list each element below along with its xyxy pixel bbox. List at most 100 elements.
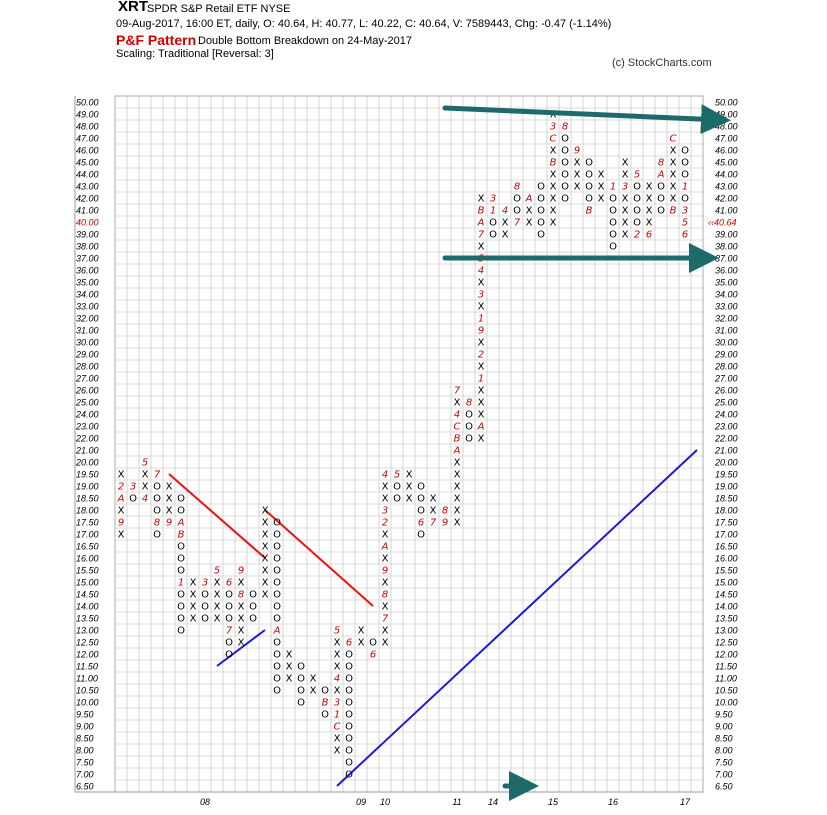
o-box: O bbox=[681, 146, 689, 157]
o-box: O bbox=[153, 506, 161, 517]
y-tick-label-right: 42.00 bbox=[715, 194, 738, 204]
month-marker: 2 bbox=[118, 482, 124, 493]
x-box: X bbox=[550, 206, 557, 217]
y-tick-label-right: 14.00 bbox=[715, 602, 738, 612]
y-tick-label-right: 29.00 bbox=[714, 350, 738, 360]
o-box: O bbox=[273, 602, 281, 613]
x-box: X bbox=[622, 158, 629, 169]
y-tick-label: 10.50 bbox=[76, 686, 99, 696]
o-box: O bbox=[585, 182, 593, 193]
y-tick-label: 8.00 bbox=[76, 746, 94, 756]
y-tick-label: 13.50 bbox=[76, 614, 99, 624]
y-tick-label: 19.00 bbox=[76, 482, 99, 492]
y-tick-label-right: 37.00 bbox=[715, 254, 738, 264]
o-box: O bbox=[273, 542, 281, 553]
month-marker: C bbox=[550, 134, 557, 145]
month-marker: 8 bbox=[658, 158, 664, 169]
y-tick-label-right: 16.50 bbox=[715, 542, 738, 552]
o-box: O bbox=[561, 194, 569, 205]
month-marker: 1 bbox=[478, 314, 484, 325]
month-marker: 2 bbox=[382, 518, 388, 529]
y-tick-label-right: 8.50 bbox=[715, 734, 733, 744]
x-box: X bbox=[262, 590, 269, 601]
x-box: X bbox=[670, 170, 677, 181]
x-box: X bbox=[622, 218, 629, 229]
x-box: X bbox=[382, 602, 389, 613]
o-box: O bbox=[417, 482, 425, 493]
x-box: X bbox=[286, 650, 293, 661]
x-box: X bbox=[526, 218, 533, 229]
y-tick-label: 17.50 bbox=[76, 518, 99, 528]
o-box: O bbox=[537, 182, 545, 193]
y-tick-label-right: 22.00 bbox=[714, 434, 738, 444]
y-tick-label: 45.00 bbox=[76, 158, 99, 168]
y-tick-label-right: 12.50 bbox=[715, 638, 738, 648]
x-box: X bbox=[478, 398, 485, 409]
o-box: O bbox=[465, 434, 473, 445]
x-box: X bbox=[478, 386, 485, 397]
o-box: O bbox=[561, 134, 569, 145]
x-box: X bbox=[262, 578, 269, 589]
x-box: X bbox=[598, 182, 605, 193]
x-box: X bbox=[670, 158, 677, 169]
x-box: X bbox=[382, 554, 389, 565]
month-marker: 3 bbox=[490, 194, 496, 205]
o-box: O bbox=[561, 182, 569, 193]
o-box: O bbox=[681, 194, 689, 205]
o-box: O bbox=[153, 482, 161, 493]
month-marker: 3 bbox=[334, 698, 340, 709]
y-tick-label-right: 19.00 bbox=[715, 482, 738, 492]
o-box: O bbox=[273, 614, 281, 625]
month-marker: 1 bbox=[610, 182, 616, 193]
y-tick-label-right: 9.00 bbox=[715, 722, 733, 732]
month-marker: 7 bbox=[226, 626, 233, 637]
month-marker: 3 bbox=[130, 482, 136, 493]
o-box: O bbox=[225, 638, 233, 649]
month-marker: 4 bbox=[142, 494, 148, 505]
x-box: X bbox=[598, 170, 605, 181]
x-box: X bbox=[502, 230, 509, 241]
trendlines bbox=[168, 449, 698, 787]
x-box: X bbox=[142, 470, 149, 481]
month-marker: 9 bbox=[574, 146, 580, 157]
month-marker: 1 bbox=[178, 578, 184, 589]
y-tick-label-right: 32.00 bbox=[715, 314, 738, 324]
x-box: X bbox=[310, 674, 317, 685]
x-box: X bbox=[454, 482, 461, 493]
copyright-credit: (c) StockCharts.com bbox=[612, 57, 712, 69]
y-tick-label: 26.00 bbox=[75, 386, 99, 396]
o-box: O bbox=[321, 686, 329, 697]
last-price-label: ‹‹40.64 bbox=[708, 218, 737, 228]
y-tick-label: 34.00 bbox=[76, 290, 99, 300]
x-box: X bbox=[214, 602, 221, 613]
month-marker: B bbox=[478, 206, 485, 217]
month-marker: A bbox=[477, 422, 485, 433]
x-box: X bbox=[646, 218, 653, 229]
x-tick-label: 14 bbox=[488, 797, 498, 807]
o-box: O bbox=[609, 194, 617, 205]
month-marker: 7 bbox=[382, 614, 389, 625]
o-box: O bbox=[177, 542, 185, 553]
y-tick-label-right: 45.00 bbox=[715, 158, 738, 168]
month-marker: A bbox=[117, 494, 125, 505]
y-tick-label: 38.00 bbox=[76, 242, 99, 252]
y-tick-label-right: 26.00 bbox=[714, 386, 738, 396]
o-box: O bbox=[249, 614, 257, 625]
o-box: O bbox=[345, 686, 353, 697]
x-box: X bbox=[406, 482, 413, 493]
y-tick-label: 23.00 bbox=[75, 422, 99, 432]
x-box: X bbox=[262, 530, 269, 541]
x-box: X bbox=[454, 494, 461, 505]
x-box: X bbox=[358, 626, 365, 637]
month-marker: A bbox=[177, 518, 185, 529]
o-box: O bbox=[177, 626, 185, 637]
y-tick-label-right: 17.50 bbox=[715, 518, 738, 528]
o-box: O bbox=[417, 530, 425, 541]
x-box: X bbox=[262, 506, 269, 517]
y-tick-label-right: 50.00 bbox=[715, 98, 738, 108]
o-box: O bbox=[585, 158, 593, 169]
month-marker: 5 bbox=[142, 458, 148, 469]
o-box: O bbox=[393, 494, 401, 505]
month-marker: 8 bbox=[514, 182, 520, 193]
o-box: O bbox=[225, 650, 233, 661]
